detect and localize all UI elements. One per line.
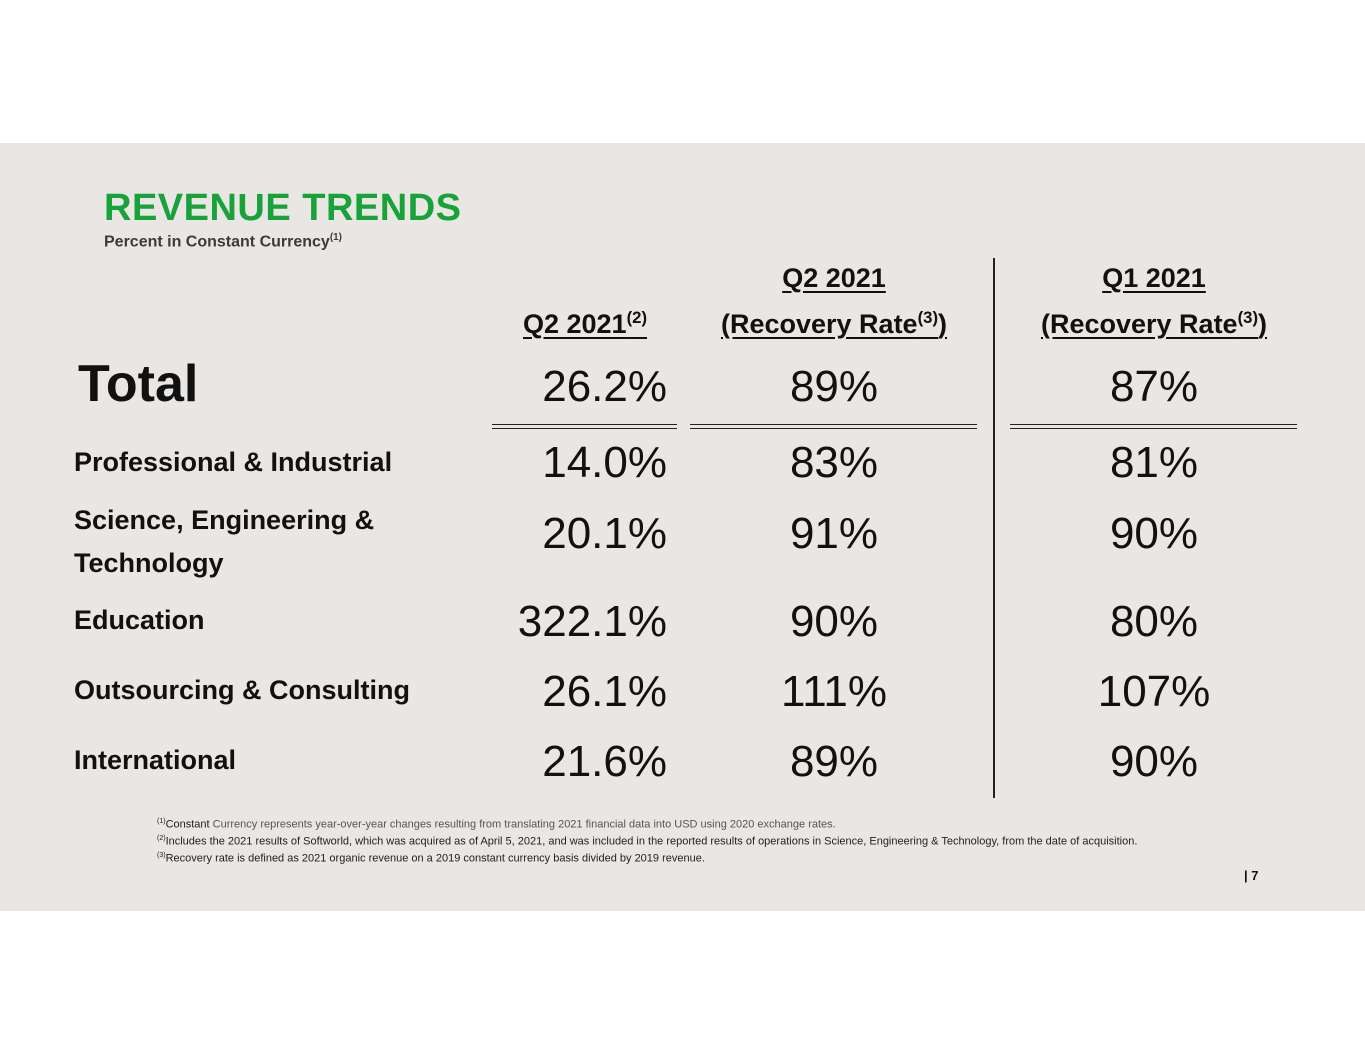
row-q2-recovery-value: 91% xyxy=(789,509,879,558)
row-q1-recovery-value: 81% xyxy=(1109,438,1199,487)
col3-header-line1: Q1 2021 xyxy=(1102,263,1206,293)
row-q1-recovery-value: 90% xyxy=(1109,737,1199,786)
row-label-continued: Technology xyxy=(74,548,224,578)
footnote-1: (1)Constant Currency represents year-ove… xyxy=(157,818,836,831)
col1-header: Q2 2021(2) xyxy=(522,308,648,339)
row-label: Outsourcing & Consulting xyxy=(74,675,410,705)
footnote-3: (3)Recovery rate is defined as 2021 orga… xyxy=(157,852,705,865)
row-q2-value: 322.1% xyxy=(517,597,667,646)
row-label: Education xyxy=(74,605,205,635)
row-q2-value: 20.1% xyxy=(542,509,667,558)
column-divider xyxy=(993,258,995,798)
col3-header-line2: (Recovery Rate(3)) xyxy=(1040,308,1268,339)
footnotes: (1)Constant Currency represents year-ove… xyxy=(157,815,1237,866)
page-subtitle: Percent in Constant Currency(1) xyxy=(104,232,342,251)
page-number: | 7 xyxy=(1244,868,1259,883)
subtitle-footnote-mark: (1) xyxy=(329,232,342,243)
row-q2-value: 14.0% xyxy=(542,438,667,487)
footnote-2: (2)Includes the 2021 results of Softworl… xyxy=(157,835,1138,848)
page-title: REVENUE TRENDS xyxy=(104,187,462,229)
slide: REVENUE TRENDS Percent in Constant Curre… xyxy=(0,143,1365,911)
row-q2-value: 26.1% xyxy=(542,667,667,716)
row-label: Science, Engineering & xyxy=(74,505,375,535)
row-label: International xyxy=(74,745,237,775)
row-q1-recovery-value: 80% xyxy=(1109,597,1199,646)
row-q2-recovery-value: 89% xyxy=(789,737,879,786)
total-double-underline xyxy=(492,424,677,429)
total-label: Total xyxy=(78,355,199,413)
total-double-underline xyxy=(1010,424,1297,429)
row-q1-recovery-value: 90% xyxy=(1109,509,1199,558)
row-q2-value: 21.6% xyxy=(542,737,667,786)
total-q2-recovery-value: 89% xyxy=(789,362,879,411)
total-q1-recovery-value: 87% xyxy=(1109,362,1199,411)
row-q1-recovery-value: 107% xyxy=(1097,667,1211,716)
col2-header-line1: Q2 2021 xyxy=(782,263,886,293)
total-q2-value: 26.2% xyxy=(542,362,667,411)
col2-header-line2: (Recovery Rate(3)) xyxy=(720,308,948,339)
row-q2-recovery-value: 90% xyxy=(789,597,879,646)
row-q2-recovery-value: 111% xyxy=(780,667,888,716)
row-q2-recovery-value: 83% xyxy=(789,438,879,487)
row-label: Professional & Industrial xyxy=(74,447,393,477)
total-double-underline xyxy=(690,424,977,429)
